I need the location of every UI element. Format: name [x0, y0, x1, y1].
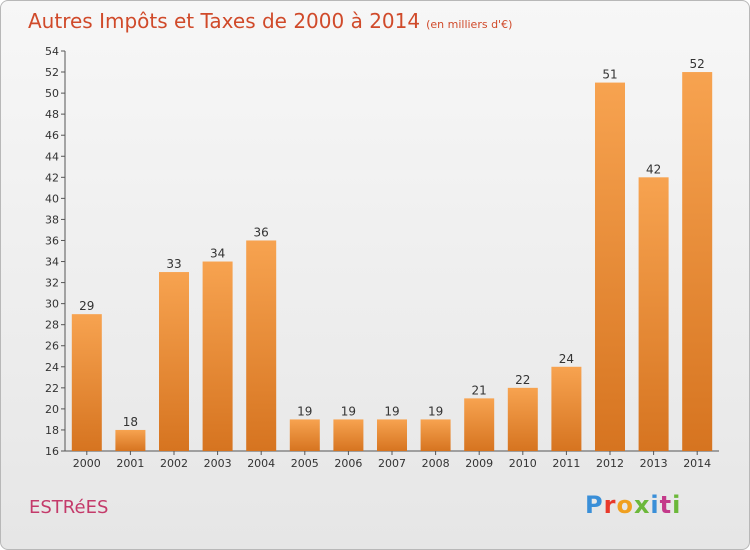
x-tick-label: 2008 — [422, 457, 450, 470]
y-tick-label: 30 — [45, 298, 59, 311]
y-tick-label: 34 — [45, 256, 59, 269]
bar-value-label: 19 — [428, 404, 443, 418]
bar-value-label: 22 — [515, 373, 530, 387]
y-tick-label: 26 — [45, 340, 59, 353]
y-tick-label: 50 — [45, 87, 59, 100]
x-tick-label: 2005 — [291, 457, 319, 470]
bar-value-label: 19 — [297, 404, 312, 418]
y-tick-label: 20 — [45, 403, 59, 416]
bar-value-label: 18 — [123, 415, 138, 429]
bar — [682, 72, 713, 451]
bar-value-label: 21 — [472, 383, 487, 397]
chart-title-text: Autres Impôts et Taxes de 2000 à 2014 — [28, 9, 421, 33]
y-tick-label: 40 — [45, 192, 59, 205]
x-tick-label: 2003 — [204, 457, 232, 470]
x-tick-label: 2002 — [160, 457, 188, 470]
y-tick-label: 38 — [45, 213, 59, 226]
x-tick-label: 2000 — [73, 457, 101, 470]
bar-value-label: 34 — [210, 247, 225, 261]
chart-title: Autres Impôts et Taxes de 2000 à 2014 (en… — [28, 9, 512, 33]
bar-value-label: 42 — [646, 162, 661, 176]
y-tick-label: 24 — [45, 361, 59, 374]
bar-value-label: 52 — [690, 57, 705, 71]
x-tick-label: 2007 — [378, 457, 406, 470]
bar-value-label: 19 — [341, 404, 356, 418]
y-tick-label: 16 — [45, 445, 59, 458]
bar-value-label: 33 — [166, 257, 181, 271]
bar — [595, 82, 625, 451]
bar-value-label: 51 — [602, 68, 617, 82]
bar — [289, 419, 320, 451]
x-tick-label: 2006 — [334, 457, 362, 470]
y-tick-label: 22 — [45, 382, 59, 395]
y-tick-label: 52 — [45, 66, 59, 79]
bar — [420, 419, 451, 451]
x-tick-label: 2013 — [640, 457, 668, 470]
bar — [638, 177, 669, 451]
x-tick-label: 2004 — [247, 457, 275, 470]
bar — [115, 429, 146, 451]
x-tick-label: 2014 — [683, 457, 711, 470]
y-tick-label: 46 — [45, 129, 59, 142]
bar — [377, 419, 407, 451]
bar — [159, 272, 189, 451]
bar — [333, 419, 364, 451]
y-tick-label: 44 — [45, 150, 59, 163]
bar — [71, 314, 102, 451]
place-name: ESTRéES — [29, 497, 109, 518]
y-tick-label: 32 — [45, 277, 59, 290]
bar — [507, 387, 538, 451]
y-tick-label: 54 — [45, 45, 59, 58]
y-tick-label: 36 — [45, 234, 59, 247]
x-tick-label: 2011 — [552, 457, 580, 470]
bar — [202, 261, 233, 451]
x-tick-label: 2010 — [509, 457, 537, 470]
bar-value-label: 19 — [384, 404, 399, 418]
y-tick-label: 18 — [45, 424, 59, 437]
x-tick-label: 2001 — [116, 457, 144, 470]
bar — [464, 398, 495, 451]
proxiti-logo: Proxiti — [585, 491, 682, 519]
chart-unit: (en milliers d'€) — [426, 18, 513, 31]
bar — [551, 366, 582, 451]
x-tick-label: 2012 — [596, 457, 624, 470]
y-tick-label: 42 — [45, 171, 59, 184]
y-tick-label: 48 — [45, 108, 59, 121]
bar-value-label: 36 — [254, 225, 269, 239]
y-tick-label: 28 — [45, 319, 59, 332]
bar-chart: 16 18 20 22 24 26 28 30 32 34 36 38 40 42 44 46 48 50 52 54… — [45, 45, 719, 470]
bar — [246, 240, 277, 451]
bar-value-label: 29 — [79, 299, 94, 313]
bar-value-label: 24 — [559, 352, 574, 366]
x-tick-label: 2009 — [465, 457, 493, 470]
